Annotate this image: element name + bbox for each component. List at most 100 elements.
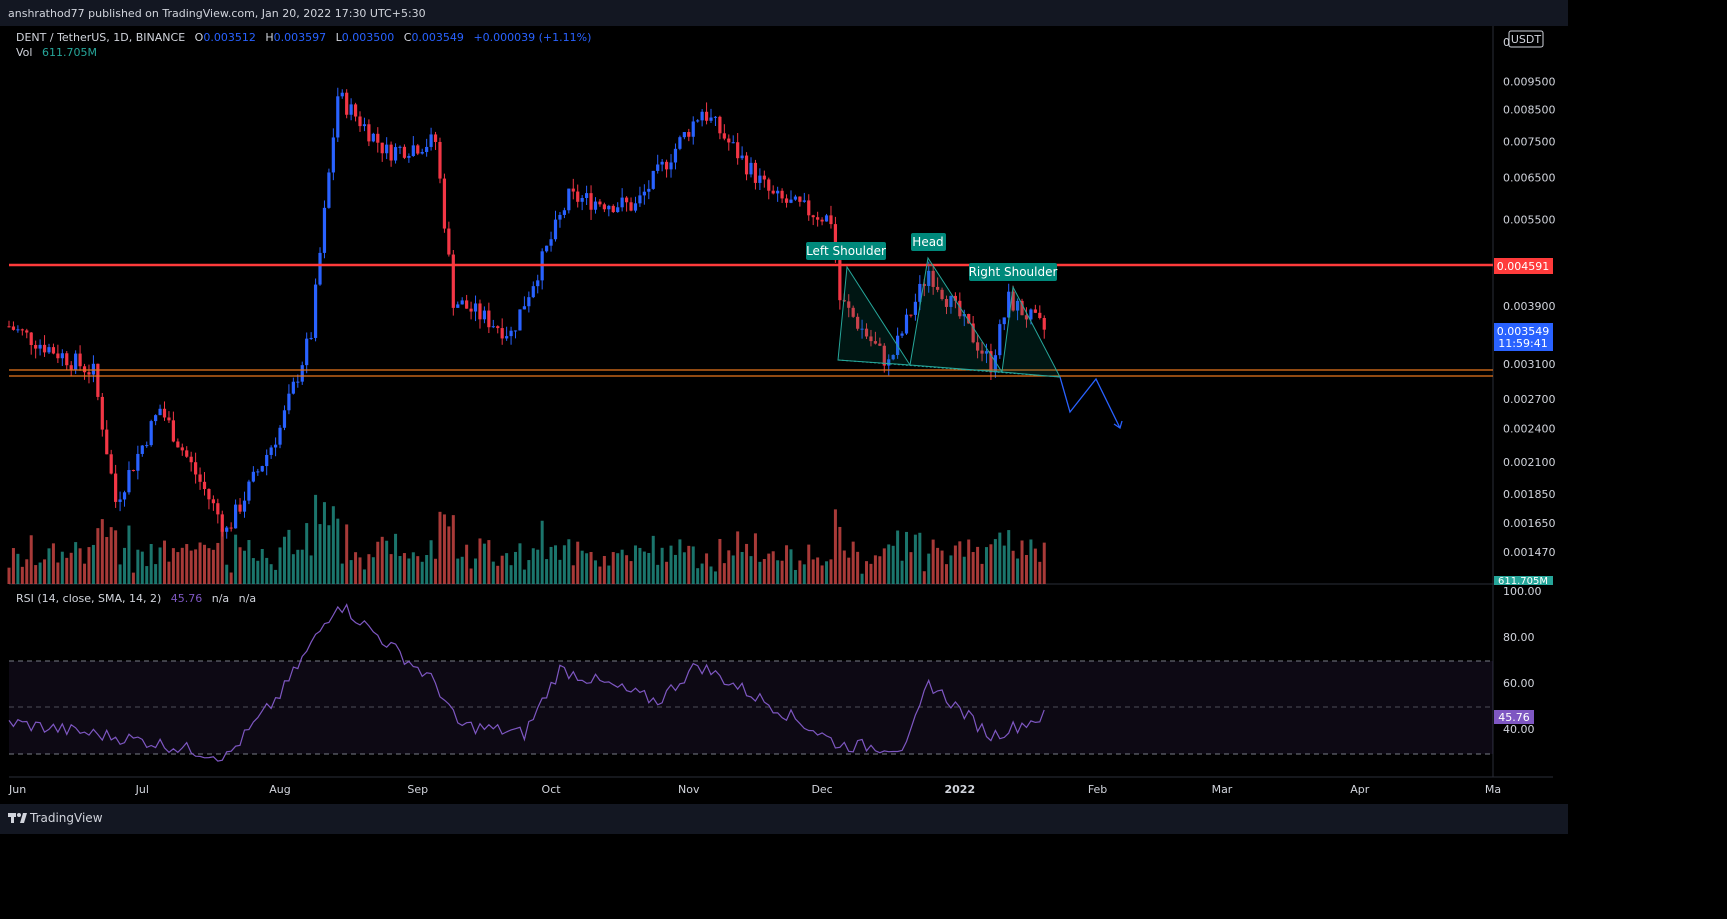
volume-bar [722,563,726,584]
volume-bar [705,553,709,584]
candle-body [402,146,407,158]
candle-body [171,420,175,442]
volume-bar [331,506,335,584]
candle-body [767,179,771,191]
left-shoulder-label[interactable]: Left Shoulder [806,242,886,260]
symbol-legend[interactable]: DENT / TetherUS, 1D, BINANCE O0.003512 H… [16,31,591,44]
candle-body [802,200,806,202]
candle-body [47,347,51,353]
candlesticks[interactable] [7,87,1046,539]
volume-bar [1038,561,1042,584]
volume-bar [749,556,753,584]
volume-bar [309,555,313,584]
volume-bar [1029,539,1033,584]
candle-body [753,162,758,183]
candle-body [282,410,287,428]
candle-body [718,116,722,134]
volume-bar [1007,530,1011,584]
volume-bar [305,523,309,584]
change-value: +0.000039 (+1.11%) [473,31,591,44]
volume-bar [820,565,824,584]
candle-body [887,359,891,366]
candle-body [389,144,393,161]
time-tick: 2022 [945,783,976,796]
volume-bar [931,539,935,584]
candle-body [878,343,882,346]
head-label[interactable]: Head [911,233,946,251]
right-shoulder-label[interactable]: Right Shoulder [969,263,1058,281]
candle-body [776,190,780,194]
volume-bar [500,555,504,584]
chart-canvas[interactable]: anshrathod77 published on TradingView.co… [0,0,1568,834]
volume-bar [669,545,673,584]
price-tick: 0.002100 [1503,456,1556,469]
volume-bar [496,565,500,584]
candle-body [873,341,878,344]
rsi-line[interactable] [8,603,1045,762]
volume-bar [905,531,909,584]
candle-body [829,215,833,225]
volume-bar [522,569,526,584]
rsi-axis[interactable]: 100.00 80.00 60.00 40.00 [1503,585,1542,736]
price-pane[interactable] [9,26,1493,584]
candle-body [216,503,220,515]
candle-body [127,470,131,493]
candle-body [860,328,864,330]
volume-bar [251,558,255,584]
volume-bar [514,551,518,584]
volume-bar [505,553,509,584]
candle-body [242,500,247,512]
volume-bar [807,544,811,584]
volume-bar [127,525,131,584]
candle-body [682,132,686,138]
candle-body [380,142,384,154]
time-axis[interactable]: Jun Jul Aug Sep Oct Nov Dec 2022 Feb Mar Apr Ma [8,783,1501,796]
price-axis[interactable]: 0.009500 0.008500 0.007500 0.006500 0.005500… [1503,76,1556,559]
rsi-badge-text: 45.76 [1498,711,1530,724]
volume-bar [336,518,340,584]
rsi-legend[interactable]: RSI (14, close, SMA, 14, 2) 45.76 n/a n/… [16,592,256,605]
volume-bar [620,549,624,584]
candle-body [722,133,726,139]
volume-bar [51,543,55,584]
candle-body [989,351,993,373]
candle-body [780,190,784,199]
price-tick: 0.005500 [1503,213,1556,226]
volume-bar [456,558,460,584]
candle-body [891,354,895,360]
candle-body [25,330,29,333]
right-shoulder-text: Right Shoulder [969,265,1058,279]
candle-body [545,245,549,252]
candle-body [131,470,136,472]
volume-bar [300,549,304,584]
volume-bar [238,547,242,584]
volume-bar [207,548,211,584]
time-tick: Ma [1485,783,1501,796]
volume-bar [460,556,464,584]
candle-body [482,310,487,320]
volume-bar [380,536,384,584]
volume-bar [411,552,415,584]
candle-body [691,121,695,137]
volume-bar [354,552,358,584]
neckline[interactable] [837,359,1061,378]
currency-button[interactable]: USDT [1508,30,1544,48]
candle-body [318,252,322,285]
candle-body [296,381,300,383]
candle-body [771,190,775,194]
head-triangle[interactable] [909,256,1003,373]
time-tick: Aug [269,783,290,796]
volume-bar [984,547,988,584]
volume-bar [842,550,846,584]
price-tick: 0.003900 [1503,300,1556,313]
volume-bar [225,564,229,584]
volume-bar [798,560,802,584]
projection-path[interactable] [1059,376,1121,429]
volume-legend[interactable]: Vol 611.705M [16,46,97,59]
volume-bar [362,569,366,584]
candle-body [353,104,358,117]
volume-bar [220,529,224,584]
candle-body [784,198,789,203]
volume-bar [611,552,615,584]
tradingview-logo[interactable]: TradingView [8,811,103,825]
